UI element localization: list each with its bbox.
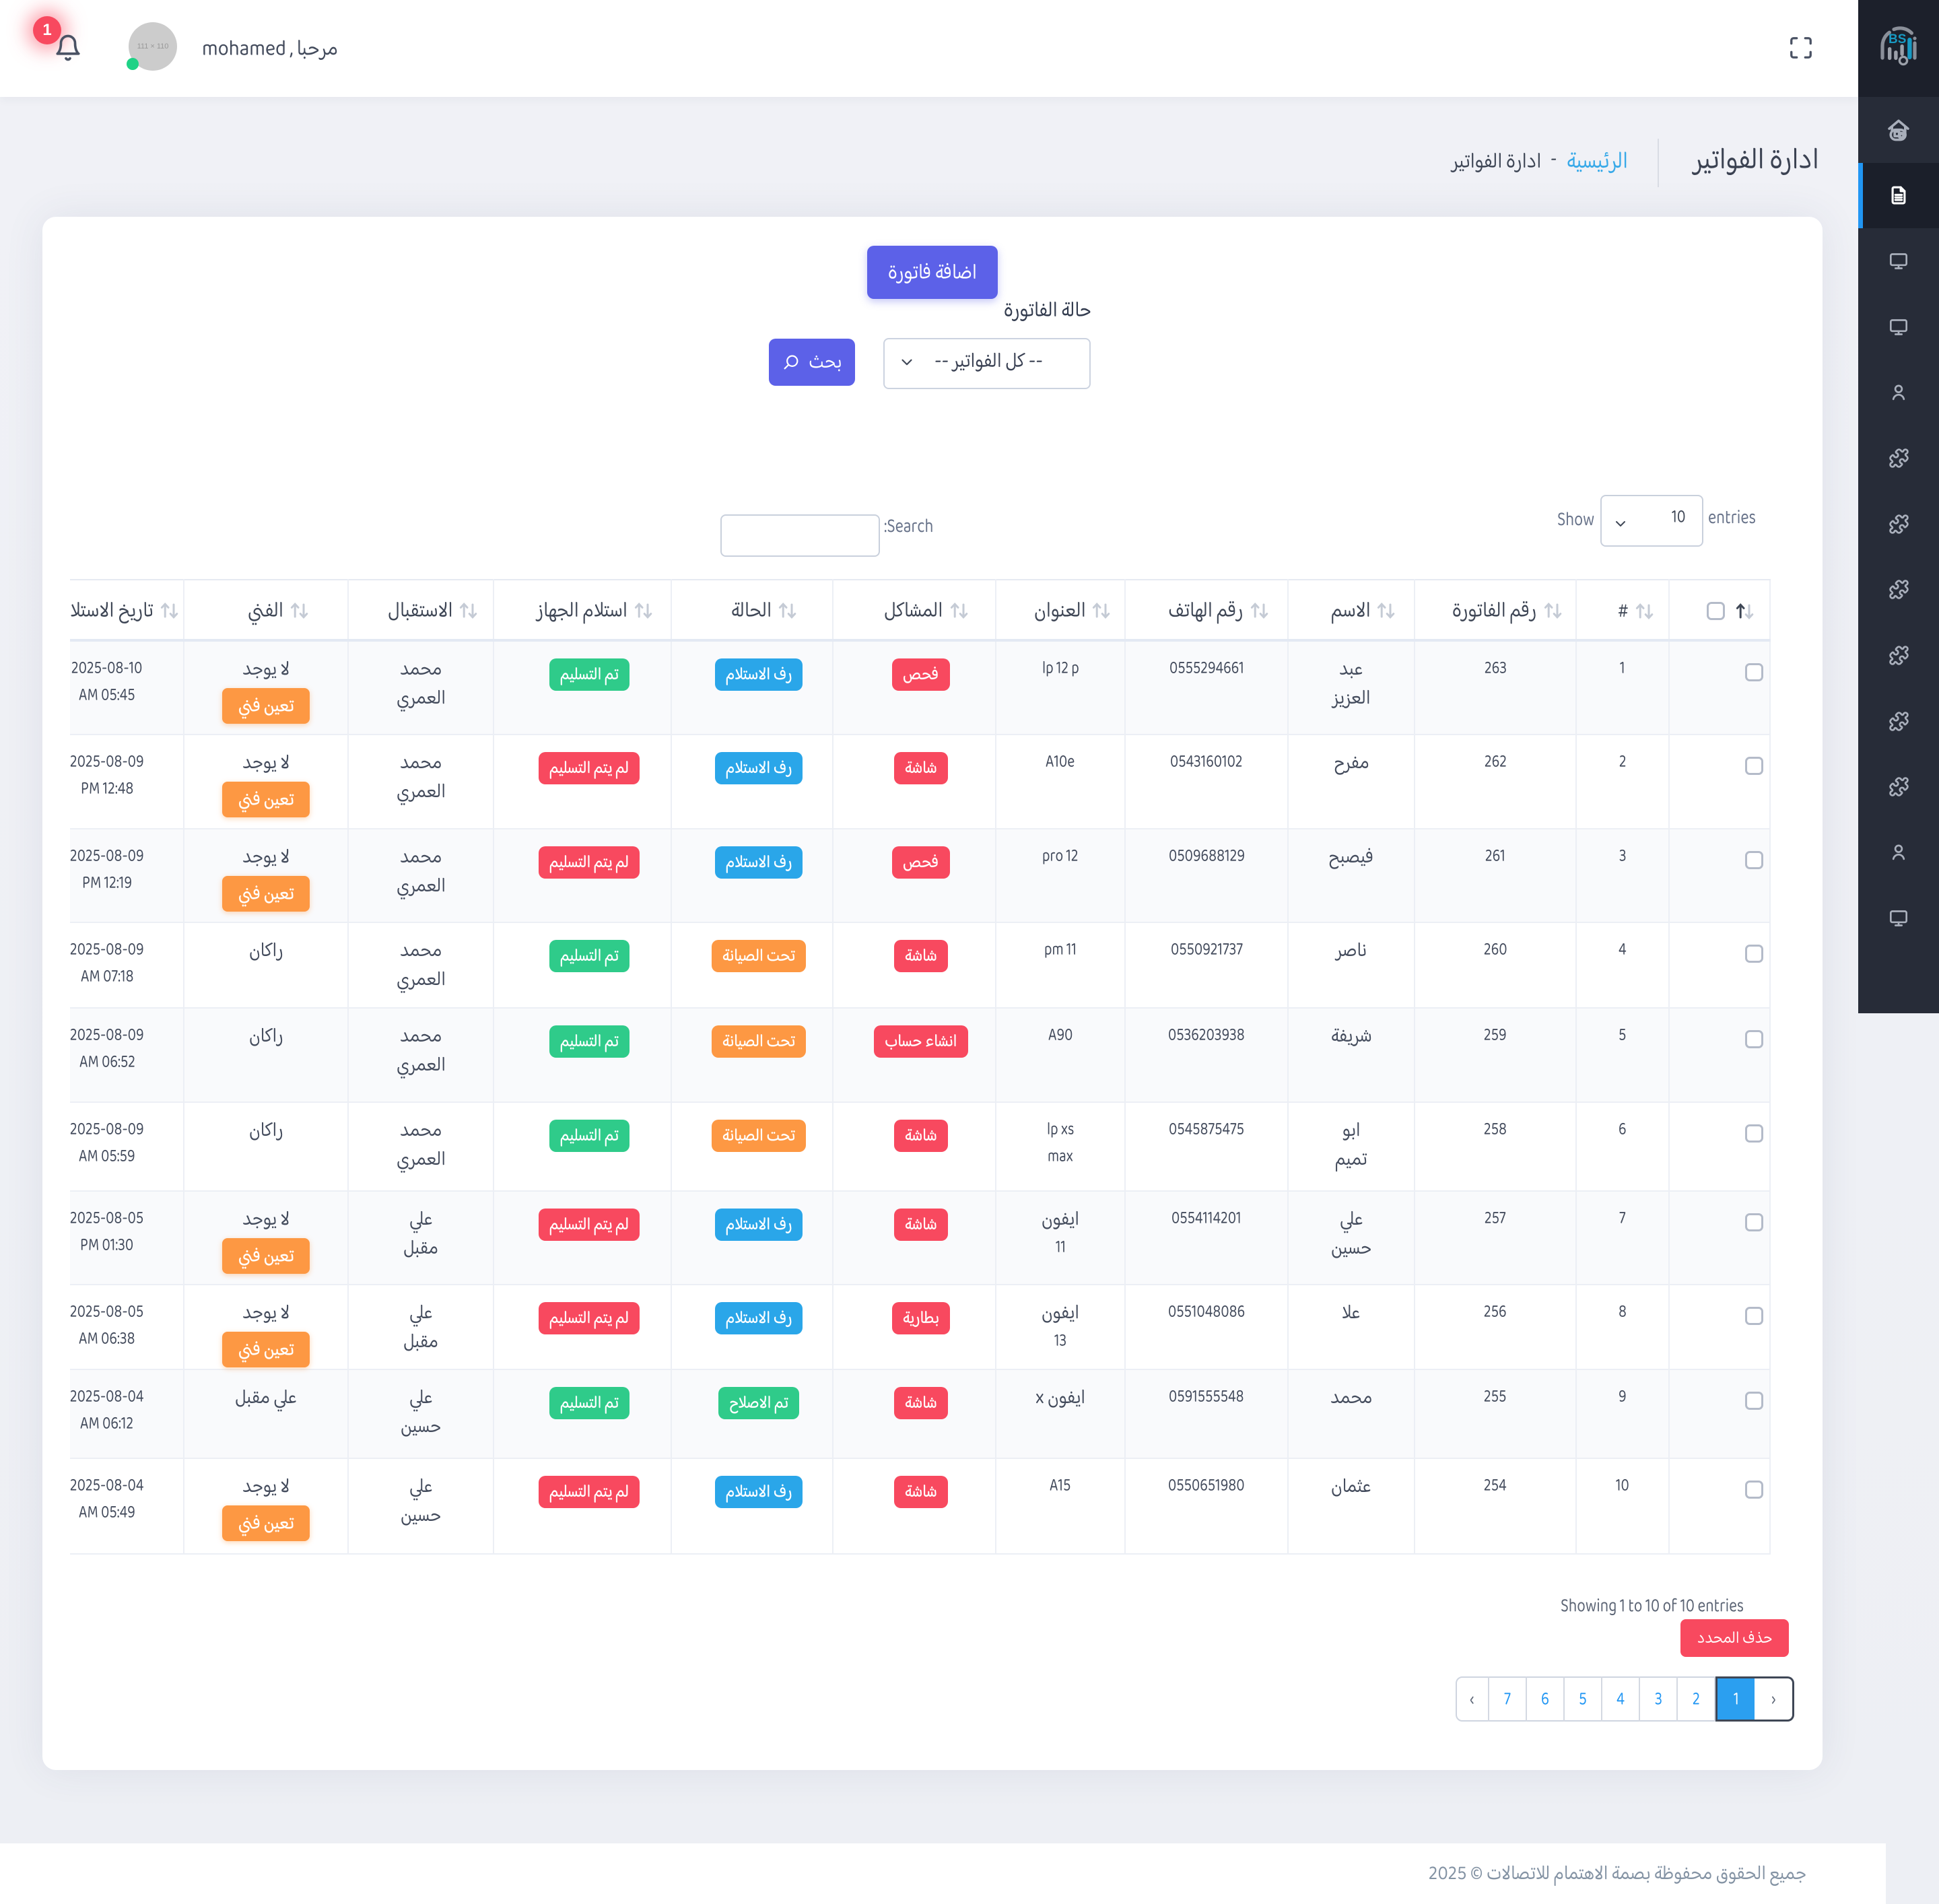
svg-text:BS: BS	[1889, 32, 1906, 46]
